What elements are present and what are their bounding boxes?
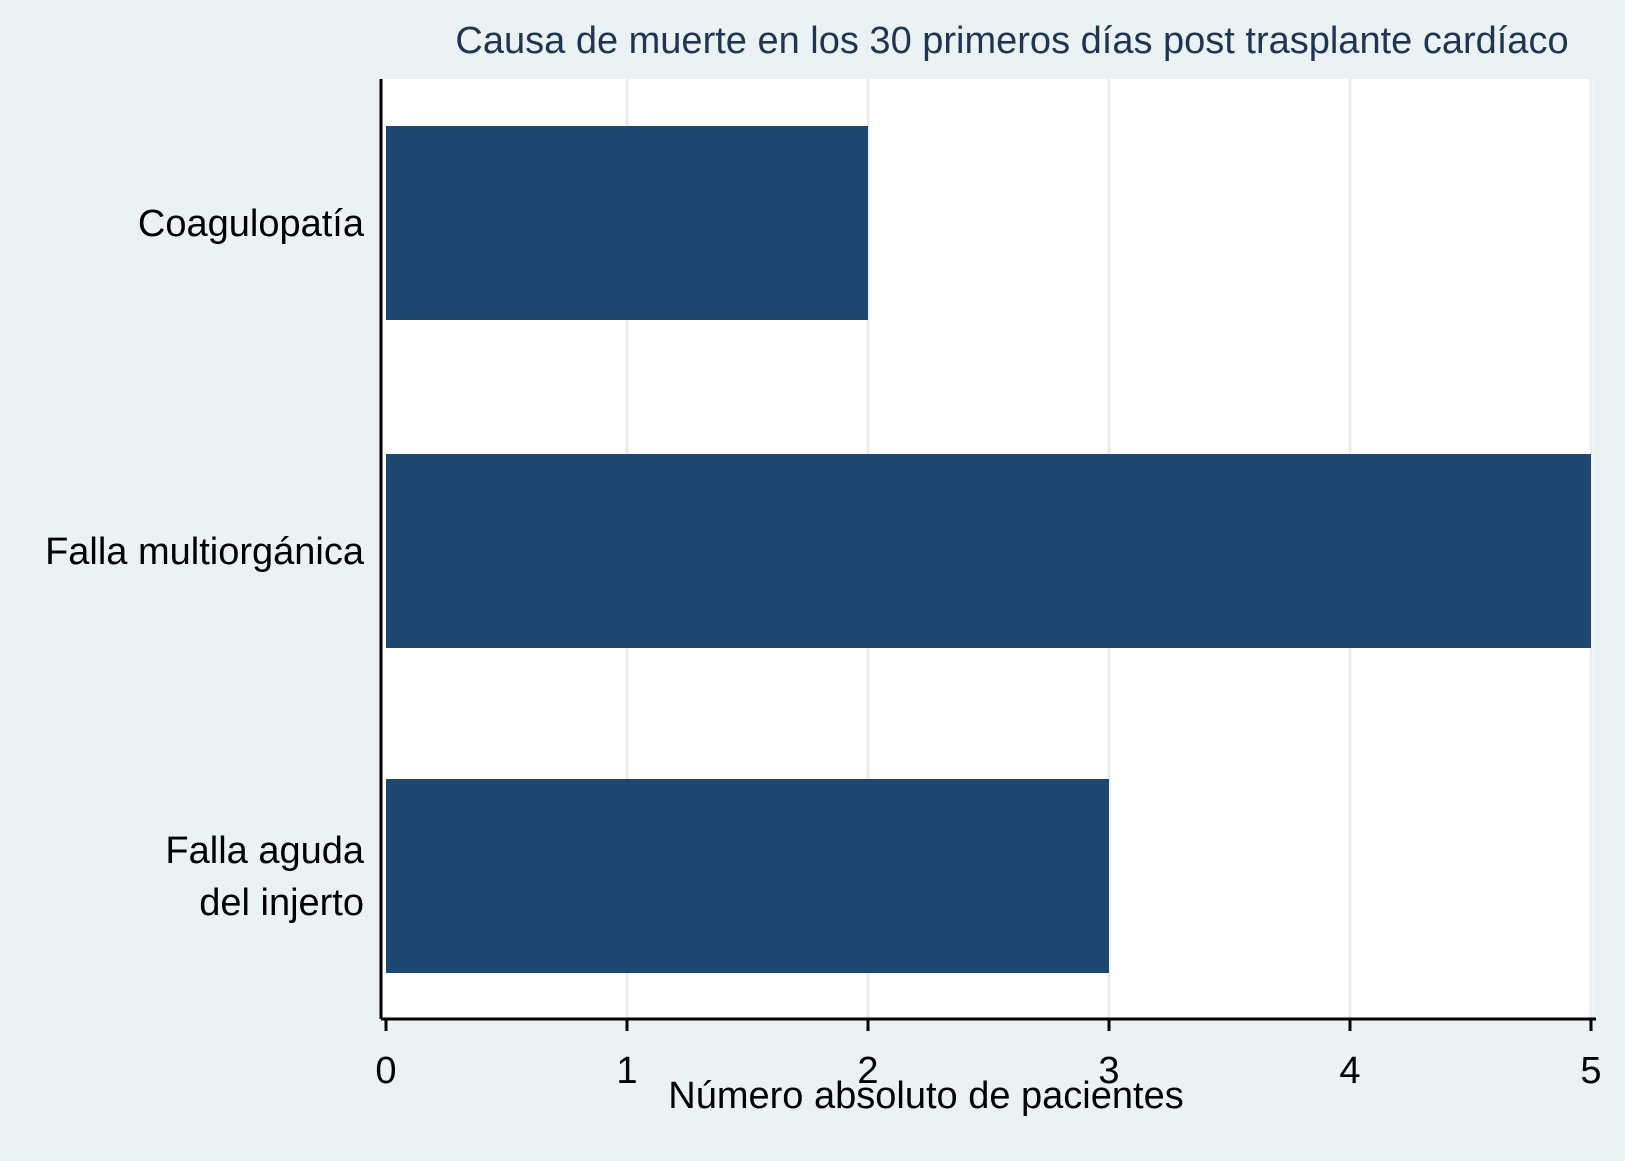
x-tick-label: 5 <box>1580 1050 1601 1092</box>
bar <box>386 454 1591 648</box>
x-tick-label: 0 <box>375 1050 396 1092</box>
bar <box>386 779 1109 973</box>
x-tick-label: 2 <box>857 1050 878 1092</box>
x-tick-label: 3 <box>1098 1050 1119 1092</box>
chart-title: Causa de muerte en los 30 primeros días … <box>455 20 1568 62</box>
x-tick-label: 4 <box>1339 1050 1360 1092</box>
bar <box>386 126 868 320</box>
x-axis-title: Número absoluto de pacientes <box>668 1075 1183 1117</box>
bars <box>386 126 1591 973</box>
category-label: del injerto <box>199 882 364 924</box>
x-tick-label: 1 <box>616 1050 637 1092</box>
x-axis-ticks: 0 1 2 3 4 5 <box>375 1019 1602 1092</box>
category-label: Falla aguda <box>165 830 364 872</box>
category-label: Falla multiorgánica <box>45 531 365 573</box>
y-axis-categories: Coagulopatía Falla multiorgánica Falla agu… <box>45 203 365 924</box>
category-label: Coagulopatía <box>138 203 365 245</box>
